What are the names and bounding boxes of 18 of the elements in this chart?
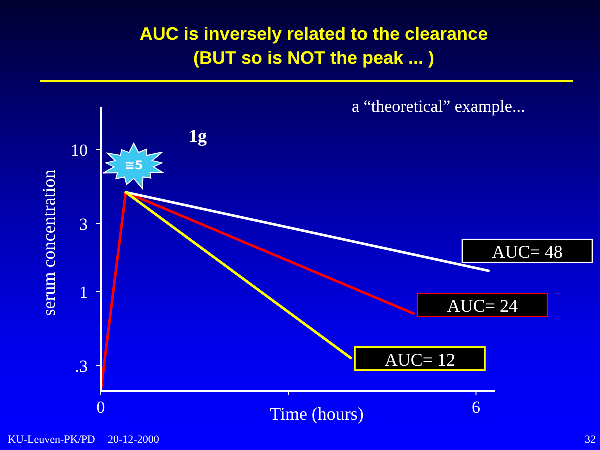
chart-title: AUC is inversely related to the clearance (BUT so is NOT the peak ... ) <box>138 23 490 70</box>
y-axis-title: serum concentration <box>39 170 59 316</box>
y-tick-label: .3 <box>75 357 88 376</box>
x-tick-label: 0 <box>96 398 106 418</box>
y-tick-label: 3 <box>80 215 88 234</box>
text: KU-Leuven-PK/PD <box>8 433 96 447</box>
annotation: a “theoretical” example... <box>352 97 526 117</box>
x-tick-label: 6 <box>472 398 480 418</box>
annotation: 1g <box>189 126 207 147</box>
y-tick-label: 10 <box>71 140 88 160</box>
text: 32 <box>585 433 596 447</box>
annotation: AUC= 24 <box>447 296 518 316</box>
annotation: ≅5 <box>124 158 144 172</box>
text: 20-12-2000 <box>108 433 160 447</box>
x-axis-title: Time (hours) <box>270 404 364 424</box>
y-tick-label: 1 <box>80 282 88 302</box>
annotation: AUC= 48 <box>492 242 563 262</box>
annotation: AUC= 12 <box>384 350 456 370</box>
